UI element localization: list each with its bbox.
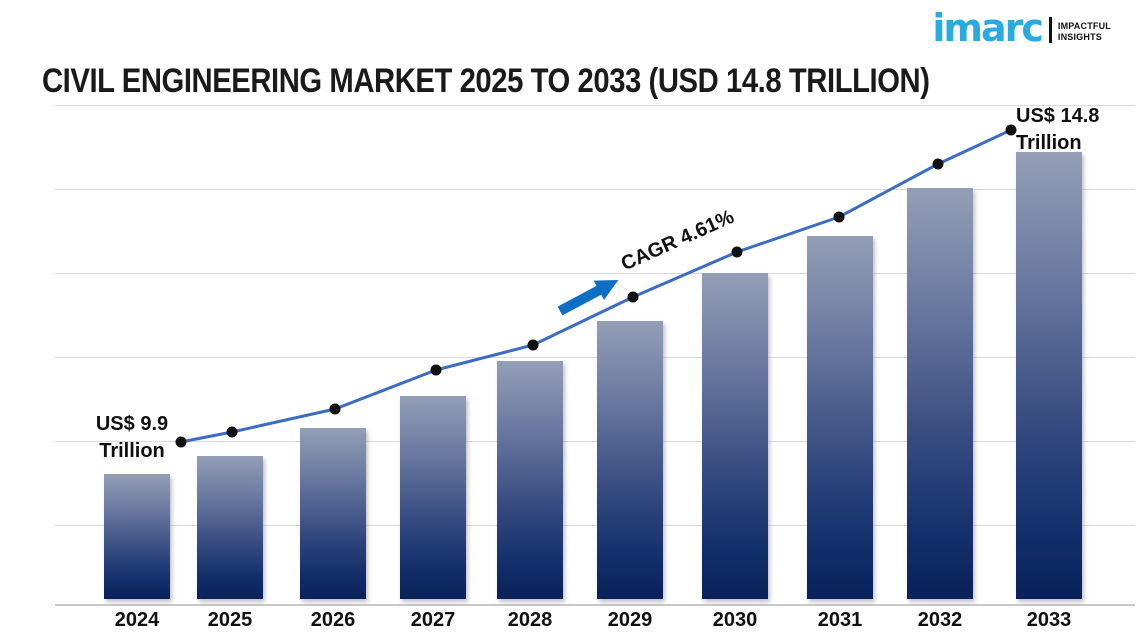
logo-divider — [1048, 17, 1052, 43]
gridline — [55, 105, 1135, 106]
x-axis-label-2025: 2025 — [207, 609, 253, 631]
end-value-line2: Trillion — [1016, 132, 1082, 154]
gridline — [55, 357, 1135, 358]
logo-tagline-line2: INSIGHTS — [1057, 32, 1102, 42]
x-axis-label-2031: 2031 — [817, 609, 863, 631]
start-value-line1: US$ 9.9 — [95, 413, 169, 435]
bar-2025 — [197, 456, 263, 599]
bar-2031 — [807, 236, 873, 599]
data-point-2031 — [833, 211, 845, 223]
logo-tagline-line1: IMPACTFUL — [1057, 21, 1111, 31]
trend-line — [180, 128, 1012, 444]
x-axis-label-2024: 2024 — [114, 609, 160, 631]
x-axis-label-2030: 2030 — [712, 609, 758, 631]
gridline — [55, 189, 1135, 190]
x-axis-label-2032: 2032 — [917, 609, 963, 631]
data-point-2025 — [226, 426, 238, 438]
growth-arrow-icon — [557, 280, 619, 316]
x-axis-label-2026: 2026 — [310, 609, 356, 631]
start-value-label: US$ 9.9 Trillion — [86, 411, 178, 465]
bar-2026 — [300, 428, 366, 599]
data-point-2026 — [329, 403, 341, 415]
bar-2033 — [1016, 152, 1082, 599]
bar-2032 — [907, 188, 973, 599]
x-axis-label-2028: 2028 — [507, 609, 553, 631]
bar-2030 — [702, 273, 768, 599]
gridline — [55, 441, 1135, 442]
x-axis-line — [55, 604, 1135, 606]
imarc-logo-wordmark: imarc — [932, 6, 1044, 50]
x-axis-label-2029: 2029 — [607, 609, 653, 631]
data-point-2028 — [527, 339, 539, 351]
end-value-label: US$ 14.8 Trillion — [1016, 103, 1136, 157]
x-axis-label-2033: 2033 — [1026, 609, 1072, 631]
bar-2029 — [597, 321, 663, 599]
gridline — [55, 525, 1135, 526]
end-value-line1: US$ 14.8 — [1016, 105, 1100, 127]
start-value-line2: Trillion — [99, 440, 165, 462]
x-axis-label-2027: 2027 — [410, 609, 456, 631]
data-point-2027 — [430, 364, 442, 376]
data-point-2033 — [1005, 124, 1017, 136]
chart-title: CIVIL ENGINEERING MARKET 2025 TO 2033 (U… — [42, 62, 930, 100]
data-point-2029 — [627, 291, 639, 303]
logo-tagline: IMPACTFUL INSIGHTS — [1058, 21, 1111, 43]
data-point-2032 — [932, 158, 944, 170]
gridline — [55, 273, 1135, 274]
bar-2024 — [104, 474, 170, 599]
data-point-2030 — [731, 246, 743, 258]
bar-2028 — [497, 361, 563, 599]
bar-2027 — [400, 396, 466, 599]
imarc-logo: imarc IMPACTFUL INSIGHTS — [932, 5, 1111, 47]
